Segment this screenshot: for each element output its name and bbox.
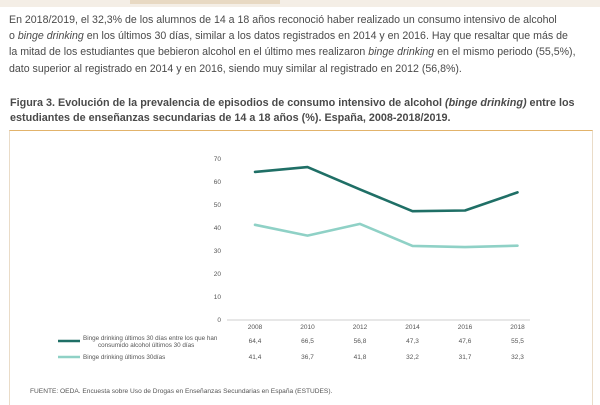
paragraph-line-2a: o xyxy=(9,30,18,43)
figure-title-a: Figura 3. Evolución de la prevalencia de… xyxy=(10,97,445,109)
paragraph-line-3b: en el mismo periodo (55,5%), xyxy=(434,46,576,59)
y-tick-label: 60 xyxy=(214,179,222,186)
paragraph-line-3a: la mitad de los estudiantes que bebieron… xyxy=(9,46,369,59)
y-tick-label: 0 xyxy=(217,317,221,324)
chart-frame xyxy=(9,130,593,405)
data-value-label: 32,2 xyxy=(406,354,419,361)
data-value-label: 41,8 xyxy=(354,354,367,361)
legend-label-1-line2: consumido alcohol últimos 30 días xyxy=(98,342,194,349)
x-tick-label: 2014 xyxy=(405,324,420,331)
legend-label-2: Binge drinking últimos 30días xyxy=(83,354,165,361)
series-line-2 xyxy=(253,222,519,249)
y-tick-label: 50 xyxy=(214,202,222,209)
data-value-label: 47,6 xyxy=(459,338,472,345)
data-value-label: 32,3 xyxy=(511,354,524,361)
data-value-label: 31,7 xyxy=(459,354,472,361)
paragraph-line-4: dato superior al registrado en 2014 y en… xyxy=(9,62,462,75)
data-value-label: 47,3 xyxy=(406,338,419,345)
figure-title: Figura 3. Evolución de la prevalencia de… xyxy=(10,96,595,126)
legend-label-1-line1: Binge drinking últimos 30 días entre los… xyxy=(83,335,218,342)
paragraph-line-2-em: binge drinking xyxy=(17,30,84,43)
data-value-label: 64,4 xyxy=(249,338,262,345)
top-decoration xyxy=(0,0,600,7)
y-tick-label: 10 xyxy=(214,294,222,301)
figure-title-c: estudiantes de enseñanzas secundarias de… xyxy=(10,112,451,124)
data-value-label: 36,7 xyxy=(301,354,314,361)
y-tick-label: 30 xyxy=(214,248,222,255)
paragraph-line-1: En 2018/2019, el 32,3% de los alumnos de… xyxy=(9,14,557,26)
figure-title-b: entre los xyxy=(526,97,575,109)
y-tick-label: 20 xyxy=(214,271,222,278)
top-accent-bar xyxy=(130,0,280,4)
body-paragraph: En 2018/2019, el 32,3% de los alumnos de… xyxy=(9,12,594,77)
series-line-1 xyxy=(253,165,519,213)
data-value-label: 55,5 xyxy=(511,338,524,345)
x-tick-label: 2010 xyxy=(300,324,315,331)
source-note: FUENTE: OEDA. Encuesta sobre Uso de Drog… xyxy=(30,388,333,395)
x-tick-label: 2016 xyxy=(458,324,473,331)
y-tick-label: 40 xyxy=(214,225,222,232)
x-tick-label: 2012 xyxy=(353,324,368,331)
x-tick-label: 2018 xyxy=(510,324,525,331)
figure-title-em: (binge drinking) xyxy=(444,97,527,109)
paragraph-line-3-em: binge drinking xyxy=(368,46,435,59)
data-value-label: 66,5 xyxy=(301,338,314,345)
paragraph-line-2b: en los últimos 30 días, similar a los da… xyxy=(83,30,568,43)
data-value-label: 41,4 xyxy=(249,354,262,361)
y-tick-label: 70 xyxy=(214,156,222,163)
data-value-label: 56,8 xyxy=(354,338,367,345)
x-tick-label: 2008 xyxy=(248,324,263,331)
